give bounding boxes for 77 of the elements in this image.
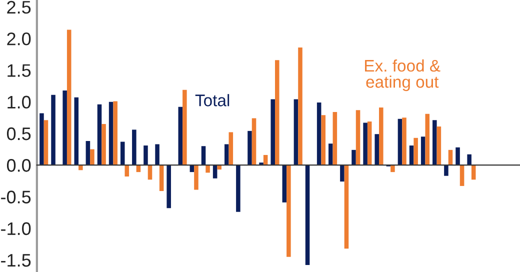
bar: [40, 113, 44, 166]
y-tick-label: -1.5: [1, 254, 31, 267]
bar: [113, 101, 118, 166]
bar: [108, 102, 114, 166]
bar: [436, 126, 442, 166]
bar: [212, 165, 218, 178]
bar: [444, 165, 448, 176]
bar: [352, 150, 356, 166]
bar: [166, 165, 171, 208]
bar: [398, 118, 402, 166]
bar: [159, 165, 164, 192]
bar: [379, 108, 384, 166]
bar: [294, 99, 298, 166]
bar: [66, 30, 72, 166]
bar: [390, 165, 395, 172]
bar: [102, 124, 106, 166]
bar: [340, 165, 344, 182]
bar: [328, 144, 333, 166]
y-tick-label: 2.0: [7, 32, 31, 46]
bar: [409, 145, 414, 166]
bar: [217, 165, 222, 170]
bar: [420, 136, 426, 166]
bar: [425, 114, 430, 166]
bar: [316, 102, 322, 166]
bar: [78, 165, 83, 170]
bar: [460, 165, 464, 186]
bar: [206, 165, 210, 173]
y-tick-label: -1.0: [1, 222, 31, 236]
bar: [228, 132, 234, 166]
bar: [471, 165, 476, 180]
bar: [62, 90, 67, 166]
bar: [236, 165, 240, 212]
bar: [90, 149, 94, 166]
bar: [305, 165, 310, 266]
bar: [148, 165, 152, 180]
bar: [374, 134, 380, 166]
y-tick-label: 1.5: [8, 64, 31, 77]
bar: [120, 142, 125, 166]
bar: [298, 47, 302, 166]
bar: [224, 144, 229, 166]
bar: [144, 145, 148, 166]
bar: [286, 165, 291, 257]
bar: [124, 165, 130, 176]
y-tick-label: 0.0: [6, 159, 31, 172]
bar: [51, 94, 56, 166]
bar: [132, 130, 136, 166]
bar: [74, 97, 79, 166]
bar: [321, 115, 326, 166]
bar: [248, 130, 252, 166]
bar: [332, 112, 338, 166]
bar: [456, 147, 460, 166]
bar: [201, 146, 206, 166]
y-tick-label: 1.0: [8, 96, 31, 109]
bar: [252, 118, 256, 166]
bar: [432, 120, 437, 166]
bar: [356, 110, 360, 166]
series-label: Ex. food & eating out: [365, 59, 440, 92]
bar: [86, 141, 90, 166]
bar: [97, 104, 102, 166]
bar: [182, 90, 187, 166]
y-tick-label: 2.5: [7, 0, 31, 14]
bar: [344, 165, 349, 249]
bar: [363, 122, 368, 166]
bar: [402, 118, 406, 166]
bar: [270, 99, 275, 166]
bar: [467, 154, 472, 166]
bar: [44, 120, 48, 166]
bar: [367, 121, 372, 166]
y-tick-label: -0.5: [1, 190, 31, 204]
y-tick-label: 0.5: [6, 127, 31, 140]
bar: [178, 106, 183, 166]
bar: [274, 60, 280, 166]
series-label: Total: [195, 94, 230, 106]
bar: [155, 144, 160, 166]
bar: [194, 165, 198, 190]
bar: [282, 165, 287, 202]
bar: [414, 138, 418, 166]
